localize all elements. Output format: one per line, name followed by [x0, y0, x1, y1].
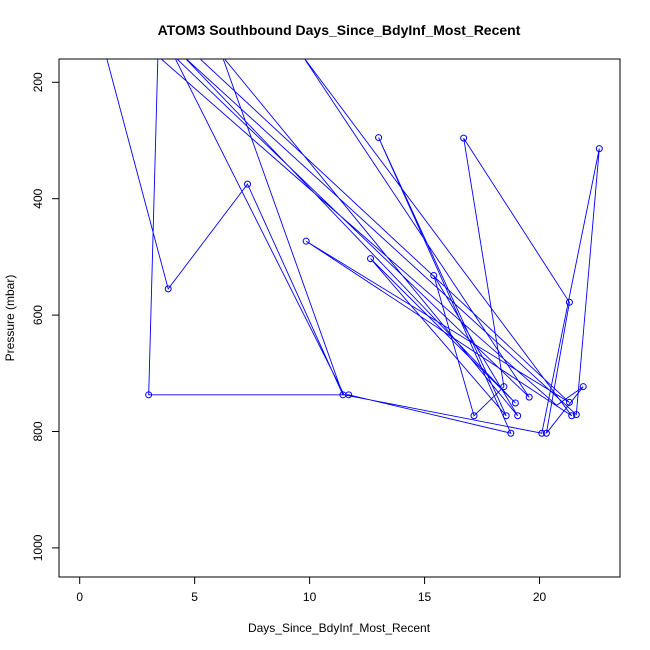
x-axis-label: Days_Since_BdyInf_Most_Recent	[248, 621, 431, 635]
data-point	[345, 391, 353, 399]
data-point	[302, 237, 310, 245]
data-point	[507, 429, 515, 437]
data-point	[500, 383, 508, 391]
series-line	[106, 59, 600, 434]
data-point	[460, 134, 468, 142]
x-tick-label: 10	[303, 590, 317, 604]
y-tick-label: 400	[31, 188, 45, 208]
y-axis: 200 400 600 800 1000	[31, 72, 60, 561]
data-point	[244, 180, 252, 188]
data-point	[514, 412, 522, 420]
plot-frame	[58, 58, 621, 578]
data-point	[164, 285, 172, 293]
data-point	[375, 134, 383, 142]
data-point	[145, 391, 153, 399]
data-point	[565, 298, 573, 306]
x-tick-label: 0	[76, 590, 83, 604]
data-point	[538, 429, 546, 437]
data-point	[470, 412, 478, 420]
y-axis-label: Pressure (mbar)	[3, 275, 17, 362]
x-axis: 0 5 10 15 20	[76, 576, 547, 604]
y-tick-label: 600	[31, 305, 45, 325]
data-point	[502, 412, 510, 420]
data-point	[430, 272, 438, 280]
y-tick-label: 800	[31, 421, 45, 441]
x-tick-label: 15	[418, 590, 432, 604]
chart-title: ATOM3 Southbound Days_Since_BdyInf_Most_…	[158, 22, 521, 38]
plot-area	[106, 59, 603, 437]
x-tick-label: 20	[533, 590, 547, 604]
data-point	[511, 399, 519, 407]
data-point	[542, 429, 550, 437]
data-point	[367, 255, 375, 263]
data-point	[595, 145, 603, 153]
y-tick-label: 1000	[31, 534, 45, 561]
x-tick-label: 5	[191, 590, 198, 604]
data-point	[565, 398, 573, 406]
data-point	[568, 412, 576, 420]
data-point	[525, 393, 533, 401]
y-tick-label: 200	[31, 72, 45, 92]
data-point	[579, 383, 587, 391]
data-point	[572, 411, 580, 419]
